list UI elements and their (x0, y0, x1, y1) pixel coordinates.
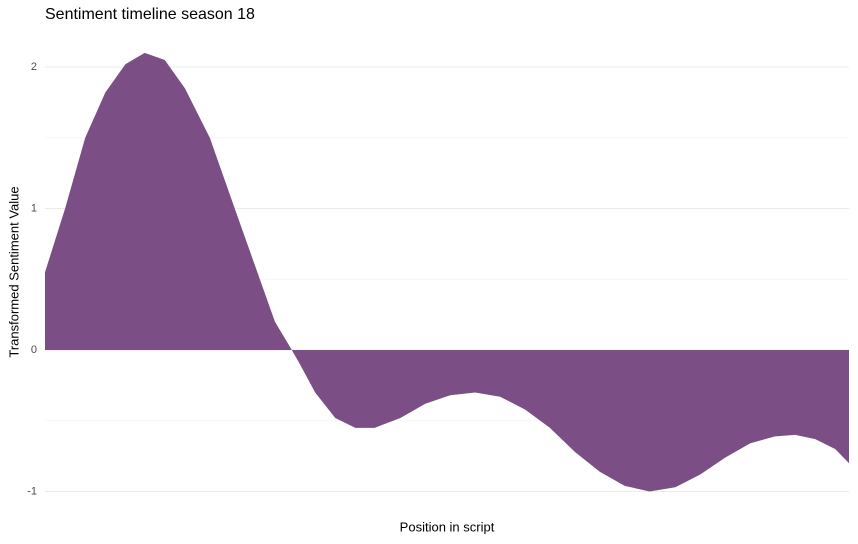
chart-title: Sentiment timeline season 18 (45, 6, 255, 23)
area (45, 52, 849, 492)
y-tick-label: 2 (31, 61, 37, 73)
y-tick-label: 0 (31, 344, 37, 356)
x-axis-label: Position in script (400, 519, 495, 534)
y-tick-label: -1 (27, 485, 37, 497)
y-tick-label: 1 (31, 202, 37, 214)
y-axis-label: Transformed Sentiment Value (6, 186, 21, 357)
